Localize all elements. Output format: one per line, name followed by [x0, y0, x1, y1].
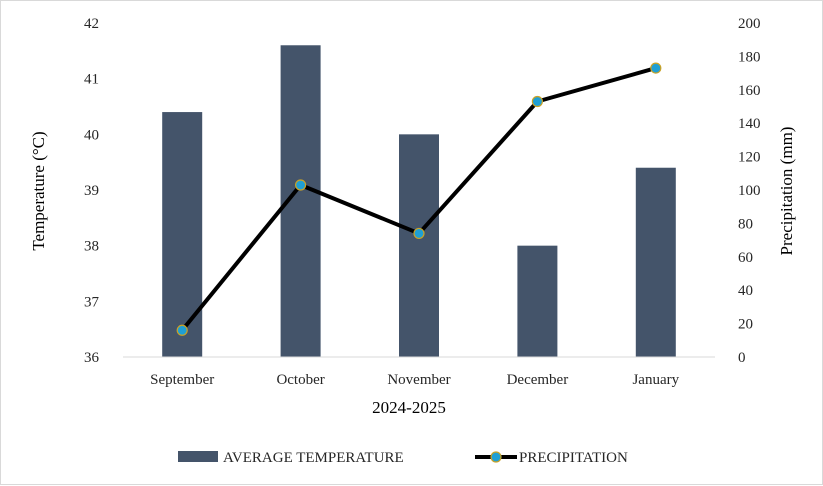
bar-series	[162, 45, 676, 358]
right-tick-label: 180	[738, 49, 761, 65]
category-label: December	[507, 372, 569, 388]
category-label: November	[387, 372, 450, 388]
bar	[399, 134, 439, 357]
right-tick-label: 40	[738, 283, 753, 299]
left-tick-label: 40	[84, 127, 99, 143]
right-tick-label: 200	[738, 16, 761, 32]
left-tick-label: 39	[84, 183, 99, 199]
right-tick-label: 20	[738, 317, 753, 333]
category-labels: September October November December January	[150, 372, 679, 388]
bar	[517, 245, 558, 357]
right-axis-title: Precipitation (mm)	[777, 127, 796, 256]
left-tick-label: 36	[84, 350, 100, 366]
line-point	[295, 179, 307, 191]
line-point	[650, 62, 662, 74]
right-tick-label: 80	[738, 216, 753, 232]
left-tick-label: 37	[84, 294, 100, 310]
line-point	[176, 324, 188, 336]
right-tick-label: 120	[738, 150, 761, 166]
bar	[635, 167, 676, 357]
left-axis-ticks: 36 37 38 39 40 41 42	[84, 16, 100, 366]
right-tick-label: 60	[738, 250, 753, 266]
right-axis-ticks: 0 20 40 60 80 100 120 140 160 180 200	[738, 16, 761, 366]
left-tick-label: 42	[84, 16, 99, 32]
legend-swatch-precipitation-marker	[490, 451, 502, 463]
category-label: January	[632, 372, 679, 388]
line-point	[531, 95, 544, 108]
legend-swatch-temperature	[178, 451, 218, 462]
legend: AVERAGE TEMPERATURE PRECIPITATION	[178, 450, 628, 466]
legend-label-precipitation: PRECIPITATION	[519, 450, 628, 466]
right-tick-label: 160	[738, 83, 761, 99]
bar	[162, 112, 203, 357]
x-axis-title: 2024-2025	[372, 398, 446, 417]
left-tick-label: 41	[84, 72, 99, 88]
right-tick-label: 0	[738, 350, 746, 366]
right-tick-label: 100	[738, 183, 761, 199]
right-tick-label: 140	[738, 116, 761, 132]
category-label: October	[276, 372, 324, 388]
left-axis-title: Temperature (°C)	[29, 131, 48, 250]
category-label: September	[150, 372, 214, 388]
legend-label-temperature: AVERAGE TEMPERATURE	[223, 450, 404, 466]
left-tick-label: 38	[84, 239, 99, 255]
line-series	[176, 62, 662, 336]
line-point	[413, 227, 425, 240]
